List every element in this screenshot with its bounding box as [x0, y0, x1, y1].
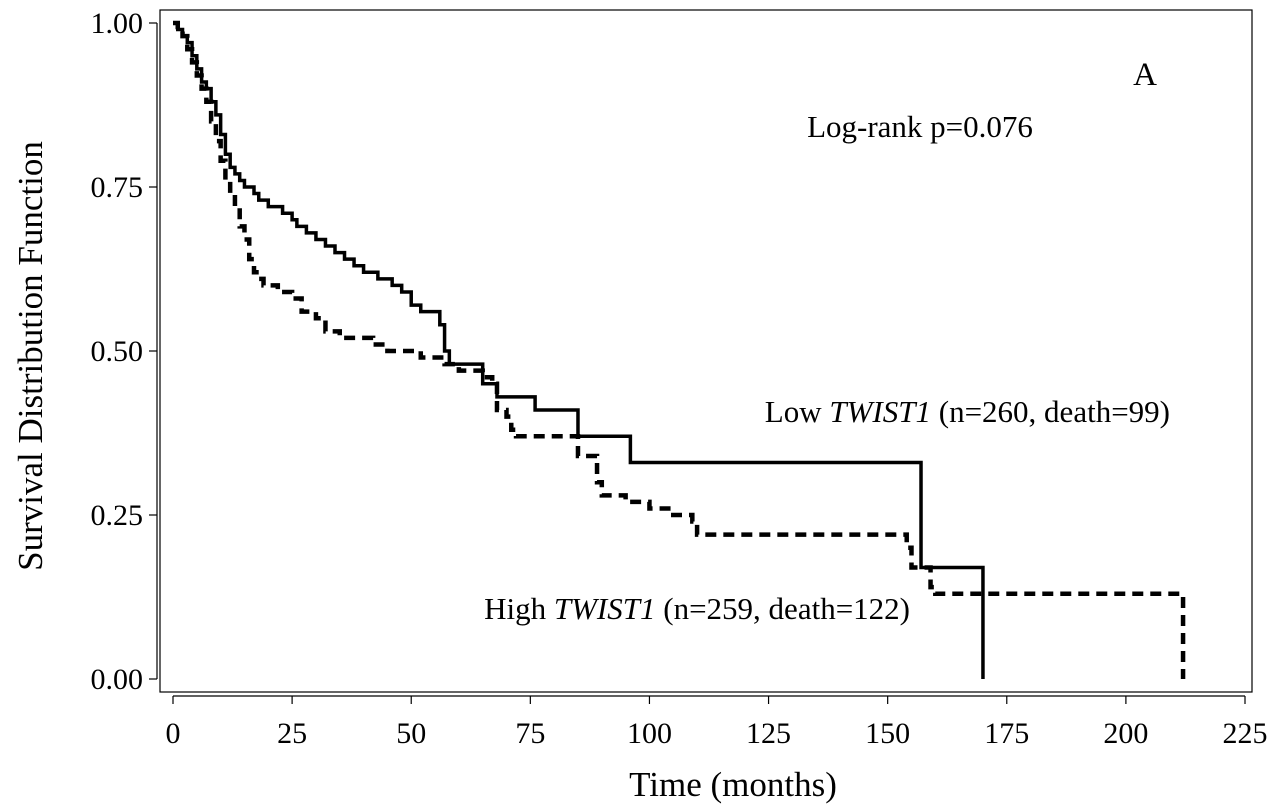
pvalue-annotation: Log-rank p=0.076: [807, 109, 1033, 144]
y-tick-label: 0.00: [91, 663, 144, 696]
y-tick-label: 0.25: [91, 499, 144, 532]
panel-label: A: [1133, 57, 1157, 93]
y-axis-title: Survival Distribution Function: [11, 141, 50, 571]
low-series-label: Low TWIST1 (n=260, death=99): [765, 394, 1170, 429]
x-tick-label: 150: [865, 717, 910, 750]
y-tick-label: 0.75: [91, 171, 144, 204]
x-tick-label: 175: [984, 717, 1029, 750]
y-axis: 0.00 0.25 0.50 0.75 1.00: [91, 7, 158, 696]
x-tick-label: 75: [515, 717, 545, 750]
x-tick-label: 125: [746, 717, 791, 750]
series-line-low: [173, 21, 985, 679]
x-tick-label: 200: [1103, 717, 1148, 750]
high-label-gene: TWIST1: [554, 591, 656, 626]
high-series-label: High TWIST1 (n=259, death=122): [484, 591, 910, 626]
x-axis: 0 25 50 75 100 125 150 175 200 225: [166, 695, 1268, 750]
x-tick-label: 0: [166, 717, 181, 750]
series-line-high: [173, 20, 1186, 679]
x-axis-title: Time (months): [629, 765, 837, 804]
low-label-suffix: (n=260, death=99): [931, 394, 1170, 429]
x-tick-label: 225: [1223, 717, 1268, 750]
low-label-prefix: Low: [765, 394, 830, 429]
high-label-prefix: High: [484, 591, 554, 626]
y-tick-label: 0.50: [91, 335, 144, 368]
high-label-suffix: (n=259, death=122): [656, 591, 911, 626]
series-layer: [173, 20, 1186, 679]
y-tick-label: 1.00: [91, 7, 144, 40]
x-tick-label: 100: [627, 717, 672, 750]
plot-frame: [159, 9, 1253, 693]
x-tick-label: 25: [277, 717, 307, 750]
low-label-gene: TWIST1: [829, 394, 931, 429]
x-tick-label: 50: [396, 717, 426, 750]
